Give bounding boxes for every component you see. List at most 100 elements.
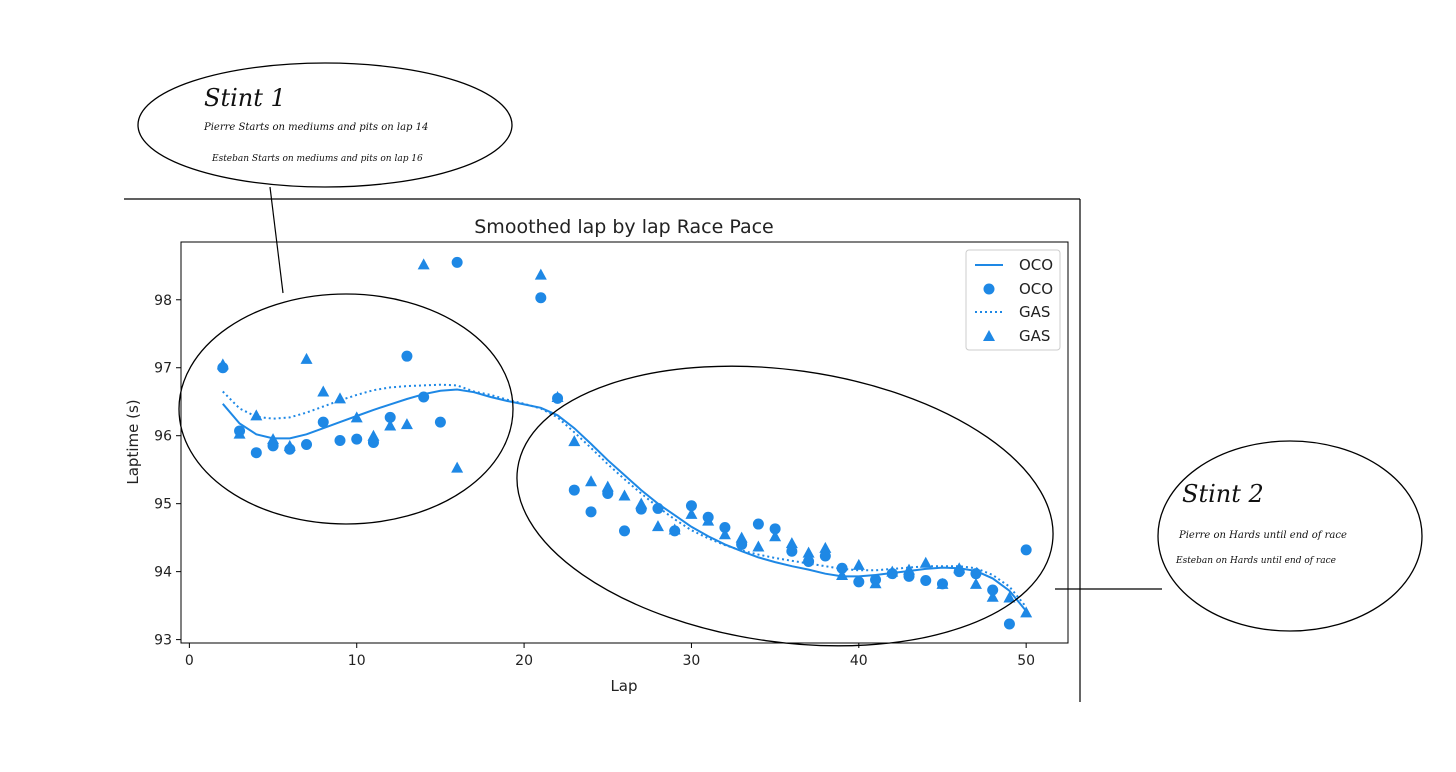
legend-label-2: GAS — [1019, 303, 1050, 321]
gas-lap-point — [300, 352, 313, 364]
gas-lap-point — [233, 427, 246, 439]
stint1-data-ellipse — [178, 293, 514, 525]
oco-lap-point — [920, 574, 932, 586]
oco-lap-point — [652, 502, 664, 514]
gas-lap-point — [886, 565, 899, 577]
x-tick-label: 0 — [185, 653, 194, 669]
oco-lap-point — [685, 500, 697, 512]
gas-lap-point — [317, 385, 330, 397]
gas-lap-point — [651, 520, 664, 532]
stint1-heading: Stint 1 — [204, 84, 286, 112]
x-tick-label: 40 — [850, 653, 868, 669]
gas-lap-point — [986, 590, 999, 602]
oco-lap-point — [351, 433, 363, 445]
legend-circle-oco — [983, 283, 995, 295]
oco-lap-point — [1003, 618, 1015, 630]
oco-lap-point — [719, 521, 731, 533]
plot-area — [180, 241, 1069, 644]
chart-title: Smoothed lap by lap Race Pace — [474, 216, 773, 238]
y-tick-label: 97 — [154, 361, 172, 377]
gas-lap-point — [903, 563, 916, 575]
x-tick-label: 20 — [515, 653, 533, 669]
gas-lap-point — [969, 577, 982, 589]
stint2-callout-ellipse — [1157, 440, 1423, 632]
gas-lap-point — [417, 258, 430, 270]
gas-lap-point — [601, 480, 614, 492]
legend: OCO OCO GAS GAS — [965, 249, 1061, 351]
oco-lap-point — [301, 439, 313, 451]
legend-label-3: GAS — [1019, 327, 1050, 345]
legend-label-1: OCO — [1019, 280, 1053, 298]
gas-lap-point — [250, 409, 263, 421]
gas-lap-point — [333, 392, 346, 404]
oco-lap-point — [535, 292, 547, 304]
gas-lap-point — [685, 507, 698, 519]
gas-lap-point — [819, 541, 832, 553]
y-tick-label: 93 — [154, 633, 172, 649]
oco-lap-point — [434, 416, 446, 428]
oco-lap-point — [987, 584, 999, 596]
legend-triangle-gas — [983, 330, 995, 341]
oco-lap-point — [803, 555, 815, 567]
stint1-leader-line — [269, 186, 284, 294]
gas-lap-point — [367, 429, 380, 441]
oco-lap-point — [451, 256, 463, 268]
stint1-annotation: Stint 1 Pierre Starts on mediums and pit… — [137, 62, 514, 525]
gas-lap-point — [350, 411, 363, 423]
gas-lap-point — [1020, 606, 1033, 618]
x-tick-label: 10 — [348, 653, 366, 669]
gas-lap-point — [936, 577, 949, 589]
oco-lap-point — [769, 523, 781, 535]
gas-lap-point — [384, 419, 397, 431]
y-tick-label: 96 — [154, 429, 172, 445]
legend-label-0: OCO — [1019, 256, 1053, 274]
oco-lap-point — [317, 416, 329, 428]
x-axis-label: Lap — [610, 677, 637, 695]
stint2-line2: Esteban on Hards until end of race — [1175, 556, 1336, 566]
x-tick-label: 30 — [683, 653, 701, 669]
oco-lap-point — [384, 411, 396, 423]
gas-lap-point — [869, 577, 882, 589]
stint1-callout-ellipse — [137, 62, 513, 188]
y-axis: 93 94 95 96 97 98 — [154, 293, 181, 649]
stint2-line1: Pierre on Hards until end of race — [1178, 530, 1347, 541]
y-tick-label: 98 — [154, 293, 172, 309]
stint2-annotation: Stint 2 Pierre on Hards until end of rac… — [516, 365, 1423, 647]
oco-lap-point — [819, 550, 831, 562]
x-axis: 0 10 20 30 40 50 — [185, 643, 1035, 669]
gas-lap-point — [836, 569, 849, 581]
gas-lap-point — [568, 435, 581, 447]
oco-lap-point — [401, 350, 413, 362]
gas-lap-point — [668, 523, 681, 535]
gas-lap-point — [451, 461, 464, 473]
stint1-line2: Esteban Starts on mediums and pits on la… — [211, 154, 423, 164]
oco-lap-point — [619, 525, 630, 537]
gas-lap-point — [919, 556, 932, 568]
gas-lap-point — [735, 531, 748, 543]
gas-lap-point — [551, 390, 564, 402]
gas-lap-point — [585, 475, 598, 487]
gas-lap-point — [802, 546, 815, 558]
legend-box — [965, 249, 1061, 351]
y-tick-label: 94 — [154, 565, 172, 581]
oco-lap-point — [786, 545, 798, 557]
gas-lap-point — [267, 433, 280, 445]
gas-lap-point — [785, 537, 798, 549]
gas-lap-point — [216, 358, 229, 370]
oco-lap-point — [1020, 544, 1032, 556]
oco-lap-point — [585, 506, 597, 518]
gas-lap-point — [1003, 591, 1016, 603]
stint2-heading: Stint 2 — [1182, 480, 1264, 508]
stint2-data-ellipse — [516, 365, 1054, 647]
stint1-line1: Pierre Starts on mediums and pits on lap… — [203, 122, 428, 133]
gas-lap-point — [718, 528, 731, 540]
oco-lap-point — [334, 434, 346, 446]
gas-lap-point — [769, 530, 782, 542]
gas-lap-point — [400, 418, 413, 430]
gas-lap-point — [635, 497, 648, 509]
gas-lap-point — [752, 540, 765, 552]
gas-lap-point — [283, 439, 296, 451]
oco-lap-point — [568, 484, 580, 496]
oco-lap-point — [970, 568, 982, 580]
